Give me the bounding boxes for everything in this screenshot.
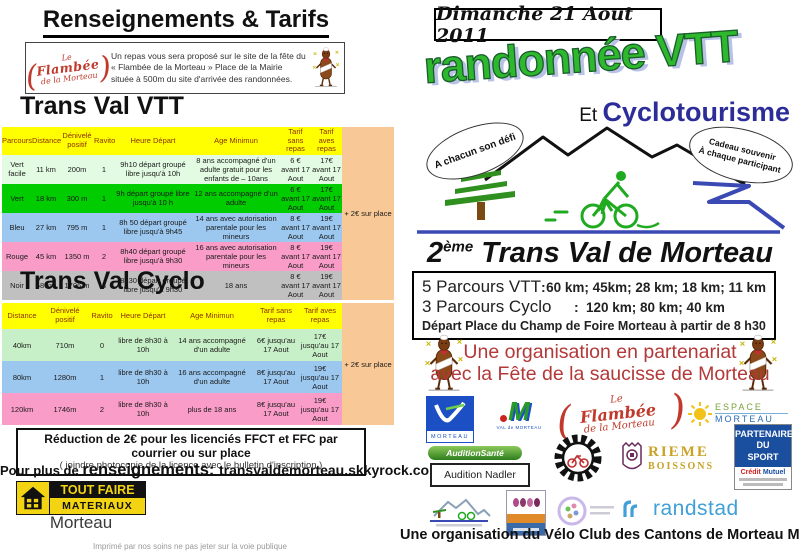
- cyclo-col-age: Age Minimun: [170, 303, 254, 329]
- meal-info-text: Un repas vous sera proposé sur le site d…: [111, 51, 306, 84]
- vtt-col-heure: Heure Départ: [114, 127, 192, 155]
- tout-faire-logo: TOUT FAIRE MATERIAUX: [16, 481, 146, 515]
- right-panel: Dimanche 21 Aout 2011 randonnée VTT Et C…: [400, 0, 800, 557]
- mountain-scene-graphic: [417, 126, 786, 234]
- cycle-gear-logo: [554, 434, 602, 482]
- left-page-title: Renseignements & Tarifs: [0, 6, 372, 38]
- cyclo-routes-line: 3 Parcours Cyclo : 120 km; 80 km; 40 km: [422, 297, 725, 316]
- partner-line2: avec la Fête de la saucisse de Morteau: [430, 363, 770, 385]
- cyclo-col-tarif-sans: Tarif sans repas: [254, 303, 298, 329]
- vcc-morteau-montbenoit-logo: [506, 490, 546, 536]
- cyclo-col-denivele: Dénivelé positif: [42, 303, 88, 329]
- cyclo-col-distance: Distance: [2, 303, 42, 329]
- vtt-section-heading: Trans Val VTT: [20, 92, 184, 120]
- start-info-line: Départ Place du Champ de Foire Morteau à…: [422, 319, 766, 333]
- table-row: Vert 18 km 300 m 1 9h départ groupé libre ju…: [2, 183, 394, 213]
- organizer-footer: Une organisation du Vélo Club des Canton…: [400, 527, 800, 543]
- vtt-col-distance: Distance: [32, 127, 61, 155]
- reduction-box: Réduction de 2€ pour les licenciés FFCT …: [16, 428, 366, 476]
- reduction-line2: ( joindre photocopie de la licence avec …: [59, 460, 323, 471]
- trail-icon: [692, 181, 786, 230]
- vtt-routes-line: 5 Parcours VTT : 60 km; 45km; 28 km; 18 …: [422, 277, 766, 296]
- bicycle-icon: [567, 454, 589, 468]
- cyclo-col-heure: Heure Départ: [116, 303, 170, 329]
- table-row: Vert facile 11 km 200m 1 9h10 départ groupé …: [2, 154, 394, 184]
- cherry-icon: [500, 415, 507, 422]
- ffct-wheel-logo: [557, 496, 614, 526]
- vtt-table-header: Parcours Distance Dénivelé positif Ravit…: [2, 127, 394, 300]
- table-row: Rouge 45 km 1350 m 2 8h40 départ groupé libr…: [2, 241, 394, 271]
- sausage-mascot-icon: [312, 46, 340, 88]
- event-edition-title: 2ème Trans Val de Morteau: [427, 237, 773, 269]
- event-date-box: Dimanche 21 Aout 2011: [434, 3, 662, 47]
- cyclist-icon: [544, 171, 660, 229]
- partenaire-du-sport-logo: PARTENAIRE DU SPORT Crédit Mutuel: [734, 424, 793, 490]
- vtt-col-tarif-avec: Tarif aves repas: [311, 127, 342, 155]
- val-de-morteau-logo: M VAL de MORTEAU: [496, 396, 542, 430]
- vtt-col-age: Age Minimun: [192, 127, 280, 155]
- velo-club-mini-logo: [430, 498, 491, 527]
- table-row: 120km 1746m 2 libre de 8h30 à 10h plus de 18…: [2, 393, 394, 425]
- randstad-symbol-icon: [623, 500, 638, 517]
- tout-faire-top: TOUT FAIRE: [50, 482, 145, 498]
- espace-morteau-logo: ESPACE MORTEAU: [688, 402, 788, 426]
- event-subtitle: Et Cyclotourisme: [579, 97, 790, 127]
- vtt-col-ravito: Ravito: [94, 127, 115, 155]
- randstad-logo: randstad: [622, 497, 739, 521]
- vtt-col-denivele: Dénivelé positif: [60, 127, 94, 155]
- meal-info-box: ( Le Flambée de la Morteau ) Un repas vo…: [24, 42, 345, 95]
- reduction-line1: Réduction de 2€ pour les licenciés FFCT …: [44, 432, 338, 460]
- table-row: Noir 58 km 1706 m 3 8h30 départ groupé libre…: [2, 270, 394, 300]
- partner-line1: Une organisation en partenariat: [463, 341, 737, 363]
- tout-faire-city: Morteau: [49, 513, 113, 532]
- cyclo-table-header: Distance Dénivelé positif Ravito Heure D…: [2, 303, 394, 425]
- rieme-boissons-logo: RIEME BOISSONS: [620, 442, 728, 474]
- cyclo-section-heading: Trans Val Cyclo: [20, 267, 205, 295]
- cyclo-col-ravito: Ravito: [88, 303, 116, 329]
- event-website: transvaldemorteau.skkyrock.com: [218, 462, 442, 478]
- routes-summary-box: 5 Parcours VTT : 60 km; 45km; 28 km; 18 …: [412, 271, 776, 340]
- house-icon: [17, 482, 50, 514]
- more-info-line: Pour plus de renseignements: transvaldem…: [0, 461, 442, 479]
- credit-mutuel-logo: Crédit Mutuel: [735, 466, 791, 489]
- cyclo-table: Distance Dénivelé positif Ravito Heure D…: [2, 303, 394, 425]
- vtt-col-parcours: Parcours: [2, 127, 32, 155]
- table-row: Bleu 27 km 795 m 1 8h 50 départ groupé libre…: [2, 212, 394, 242]
- left-panel: Renseignements & Tarifs ( Le Flambée de …: [0, 6, 442, 551]
- sun-icon: [688, 402, 712, 426]
- flambee-logo: ( Le Flambée de la Morteau ): [24, 49, 113, 95]
- table-row: 80km 1280m 1 libre de 8h30 à 10h 16 ans acco…: [2, 361, 394, 393]
- cyclo-col-tarif-avec: Tarif aves repas: [298, 303, 342, 329]
- swoosh-icon: [427, 397, 473, 431]
- tout-faire-bottom: MATERIAUX: [50, 498, 145, 514]
- audition-sante-logo: AuditionSanté: [428, 446, 522, 460]
- left-page-title-text: Renseignements & Tarifs: [42, 6, 330, 38]
- crest-icon: [622, 442, 642, 470]
- print-note: Imprimé par nos soins ne pas jeter sur l…: [93, 542, 287, 551]
- table-row: 40km 710m 0 libre de 8h30 à 10h 14 ans accom…: [2, 329, 394, 361]
- morteau-town-logo: MORTEAU: [426, 396, 474, 443]
- vtt-surcharge-cell: + 2€ sur place: [342, 127, 394, 300]
- vtt-table: Parcours Distance Dénivelé positif Ravit…: [2, 127, 394, 300]
- audition-nadler-box: Audition Nadler: [430, 463, 530, 487]
- vtt-col-tarif-sans: Tarif sans repas: [280, 127, 311, 155]
- cyclo-surcharge-cell: + 2€ sur place: [342, 303, 394, 425]
